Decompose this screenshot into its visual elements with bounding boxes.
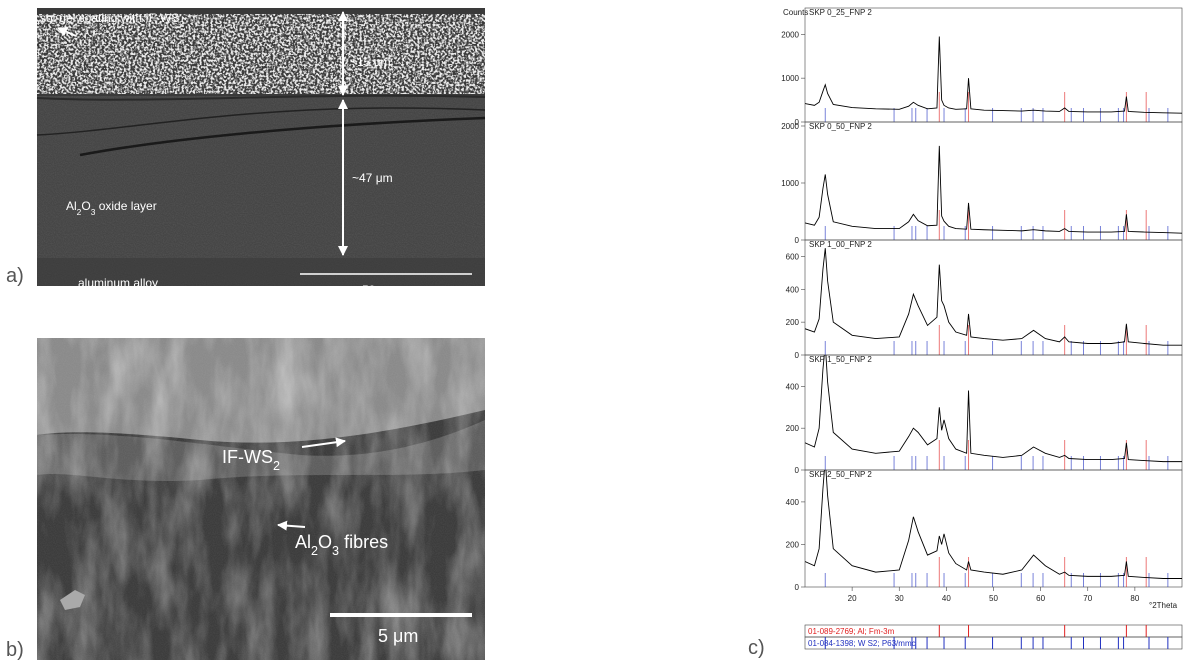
sem-image-b: IF-WS2 Al2O3 fibres 5 μm bbox=[37, 338, 485, 660]
x-tick-label: 30 bbox=[895, 594, 904, 603]
y-tick-label: 1000 bbox=[781, 74, 799, 83]
panel-label: c) bbox=[748, 637, 765, 659]
subscript: 2 bbox=[273, 459, 280, 473]
text: Al bbox=[295, 532, 311, 552]
y-tick-label: 400 bbox=[786, 382, 800, 391]
y-axis-label: Counts bbox=[783, 8, 808, 17]
x-tick-label: 70 bbox=[1083, 594, 1092, 603]
spectrum bbox=[805, 146, 1182, 233]
series-label: SKP 0_25_FNP 2 bbox=[809, 8, 872, 17]
series-label: SKP 2_50_FNP 2 bbox=[809, 470, 872, 479]
y-tick-label: 0 bbox=[795, 236, 800, 245]
y-tick-label: 200 bbox=[786, 318, 800, 327]
y-tick-label: 600 bbox=[786, 252, 800, 261]
spectrum bbox=[805, 37, 1182, 114]
text: sol-gel coating with IF-WS bbox=[40, 11, 179, 25]
subscript: 3 bbox=[332, 544, 339, 558]
series-label: SKP 1_50_FNP 2 bbox=[809, 355, 872, 364]
y-tick-label: 400 bbox=[786, 498, 800, 507]
y-tick-label: 2000 bbox=[781, 122, 799, 131]
x-tick-label: 80 bbox=[1130, 594, 1139, 603]
figure: sol-gel coating with IF-WS2 ~15 μm ~47 μ… bbox=[0, 0, 1183, 660]
x-axis-label: °2Theta bbox=[1149, 601, 1178, 610]
scale-label: 5 μm bbox=[378, 626, 418, 646]
subscript: 2 bbox=[311, 544, 318, 558]
legend-entry: 01-089-2769; Al; Fm-3m bbox=[808, 627, 895, 636]
y-tick-label: 200 bbox=[786, 540, 800, 549]
sem-image-a: sol-gel coating with IF-WS2 ~15 μm ~47 μ… bbox=[37, 8, 485, 297]
series-label: SKP 0_50_FNP 2 bbox=[809, 122, 872, 131]
layer-label: aluminum alloy bbox=[78, 276, 158, 290]
text: O bbox=[318, 532, 332, 552]
y-tick-label: 2000 bbox=[781, 30, 799, 39]
x-tick-label: 20 bbox=[848, 594, 857, 603]
scale-label: 50 μm bbox=[362, 283, 396, 297]
y-tick-label: 0 bbox=[795, 583, 800, 592]
plot-frame bbox=[805, 240, 1182, 355]
y-tick-label: 1000 bbox=[781, 179, 799, 188]
text: O bbox=[81, 199, 90, 213]
text: fibres bbox=[339, 532, 388, 552]
thickness: ~15 μm bbox=[350, 55, 391, 69]
text: oxide layer bbox=[95, 199, 156, 213]
spectrum bbox=[805, 248, 1182, 345]
y-tick-label: 200 bbox=[786, 424, 800, 433]
text: IF-WS bbox=[222, 447, 273, 467]
y-tick-label: 400 bbox=[786, 285, 800, 294]
panel-label: b) bbox=[6, 639, 24, 660]
y-tick-label: 0 bbox=[795, 351, 800, 360]
y-tick-label: 0 bbox=[795, 466, 800, 475]
series-label: SKP 1_00_FNP 2 bbox=[809, 240, 872, 249]
x-tick-label: 50 bbox=[989, 594, 998, 603]
panel-label: a) bbox=[6, 265, 24, 287]
thickness: ~47 μm bbox=[352, 171, 393, 185]
text: Al bbox=[66, 199, 77, 213]
subscript: 2 bbox=[179, 19, 184, 29]
x-tick-label: 40 bbox=[942, 594, 951, 603]
x-tick-label: 60 bbox=[1036, 594, 1045, 603]
legend-entry: 01-084-1398; W S2; P63/mmc bbox=[808, 639, 916, 648]
